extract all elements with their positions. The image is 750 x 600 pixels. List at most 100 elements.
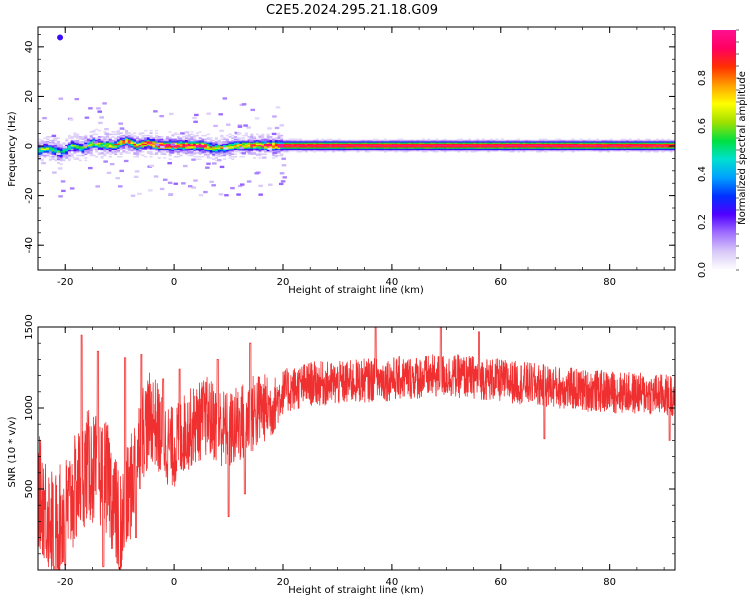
heatmap-cell — [174, 146, 178, 148]
heatmap-cell — [416, 147, 420, 149]
heatmap-cell — [348, 141, 352, 143]
heatmap-cell — [544, 144, 548, 147]
heatmap-cell — [51, 149, 55, 152]
heatmap-cell — [187, 152, 191, 154]
heatmap-cell — [533, 142, 537, 144]
heatmap-cell — [381, 149, 385, 152]
heatmap-cell — [198, 148, 202, 151]
x-tick-label: 60 — [494, 577, 507, 588]
heatmap-cell — [405, 150, 409, 153]
heatmap-cell — [40, 143, 44, 146]
heatmap-cell — [179, 141, 183, 143]
heatmap-cell — [299, 144, 303, 147]
heatmap-cell — [454, 142, 458, 144]
heatmap-cell — [617, 147, 621, 149]
heatmap-cell — [606, 144, 610, 147]
heatmap-cell — [179, 149, 183, 152]
heatmap-cell — [446, 142, 450, 144]
heatmap-cell — [375, 146, 379, 148]
heatmap-cell — [89, 142, 93, 144]
heatmap-cell — [476, 149, 480, 152]
heatmap-cell — [302, 141, 306, 143]
heatmap-cell — [258, 139, 262, 142]
heatmap-cell — [236, 144, 240, 147]
heatmap-cell — [634, 149, 638, 152]
heatmap-cell — [51, 146, 55, 148]
heatmap-cell — [408, 143, 412, 146]
heatmap-cell — [125, 150, 129, 153]
heatmap-speck — [134, 170, 140, 173]
heatmap-cell — [315, 147, 319, 149]
heatmap-cell — [557, 138, 561, 141]
heatmap-cell — [606, 143, 610, 146]
heatmap-cell — [144, 155, 148, 158]
heatmap-cell — [48, 147, 52, 149]
heatmap-cell — [421, 138, 425, 141]
heatmap-cell — [244, 147, 248, 149]
heatmap-cell — [106, 134, 110, 137]
heatmap-cell — [234, 142, 238, 144]
heatmap-cell — [119, 144, 123, 147]
heatmap-cell — [642, 148, 646, 151]
heatmap-cell — [217, 153, 221, 155]
heatmap-cell — [187, 133, 191, 136]
heatmap-cell — [617, 148, 621, 151]
heatmap-cell — [209, 148, 213, 151]
heatmap-cell — [261, 141, 265, 143]
heatmap-cell — [612, 142, 616, 144]
heatmap-cell — [495, 139, 499, 142]
heatmap-cell — [116, 136, 120, 138]
heatmap-cell — [247, 150, 251, 153]
heatmap-cell — [168, 141, 172, 143]
heatmap-cell — [571, 148, 575, 151]
heatmap-cell — [585, 141, 589, 143]
heatmap-cell — [326, 148, 330, 151]
heatmap-cell — [332, 142, 336, 144]
heatmap-cell — [669, 149, 673, 152]
heatmap-cell — [666, 149, 670, 152]
heatmap-cell — [269, 141, 273, 143]
heatmap-cell — [364, 144, 368, 147]
heatmap-cell — [138, 147, 142, 149]
heatmap-cell — [244, 143, 248, 146]
heatmap-cell — [108, 147, 112, 149]
heatmap-speck — [236, 193, 241, 196]
heatmap-cell — [345, 139, 349, 142]
heatmap-cell — [397, 146, 401, 148]
heatmap-cell — [579, 141, 583, 143]
heatmap-cell — [87, 148, 91, 151]
heatmap-cell — [122, 139, 126, 142]
heatmap-cell — [310, 149, 314, 152]
heatmap-cell — [114, 146, 118, 148]
heatmap-cell — [326, 147, 330, 149]
heatmap-cell — [206, 149, 210, 152]
heatmap-cell — [359, 144, 363, 147]
heatmap-cell — [220, 152, 224, 154]
heatmap-cell — [95, 128, 99, 131]
heatmap-cell — [661, 149, 665, 152]
heatmap-cell — [228, 153, 232, 155]
heatmap-cell — [92, 148, 96, 151]
heatmap-cell — [190, 154, 194, 157]
heatmap-cell — [239, 141, 243, 143]
heatmap-cell — [127, 149, 131, 152]
heatmap-speck — [248, 139, 254, 142]
heatmap-cell — [209, 146, 213, 148]
heatmap-cell — [266, 146, 270, 148]
heatmap-cell — [220, 150, 224, 153]
heatmap-cell — [73, 158, 77, 160]
heatmap-cell — [38, 142, 42, 144]
heatmap-cell — [427, 144, 431, 147]
heatmap-cell — [593, 149, 597, 152]
heatmap-cell — [280, 143, 284, 146]
heatmap-cell — [127, 142, 131, 144]
heatmap-cell — [46, 143, 50, 146]
heatmap-cell — [560, 143, 564, 146]
heatmap-cell — [106, 144, 110, 147]
heatmap-cell — [541, 144, 545, 147]
heatmap-cell — [163, 138, 167, 141]
heatmap-cell — [165, 149, 169, 152]
heatmap-speck — [69, 187, 75, 190]
heatmap-cell — [484, 149, 488, 152]
heatmap-cell — [111, 143, 115, 146]
